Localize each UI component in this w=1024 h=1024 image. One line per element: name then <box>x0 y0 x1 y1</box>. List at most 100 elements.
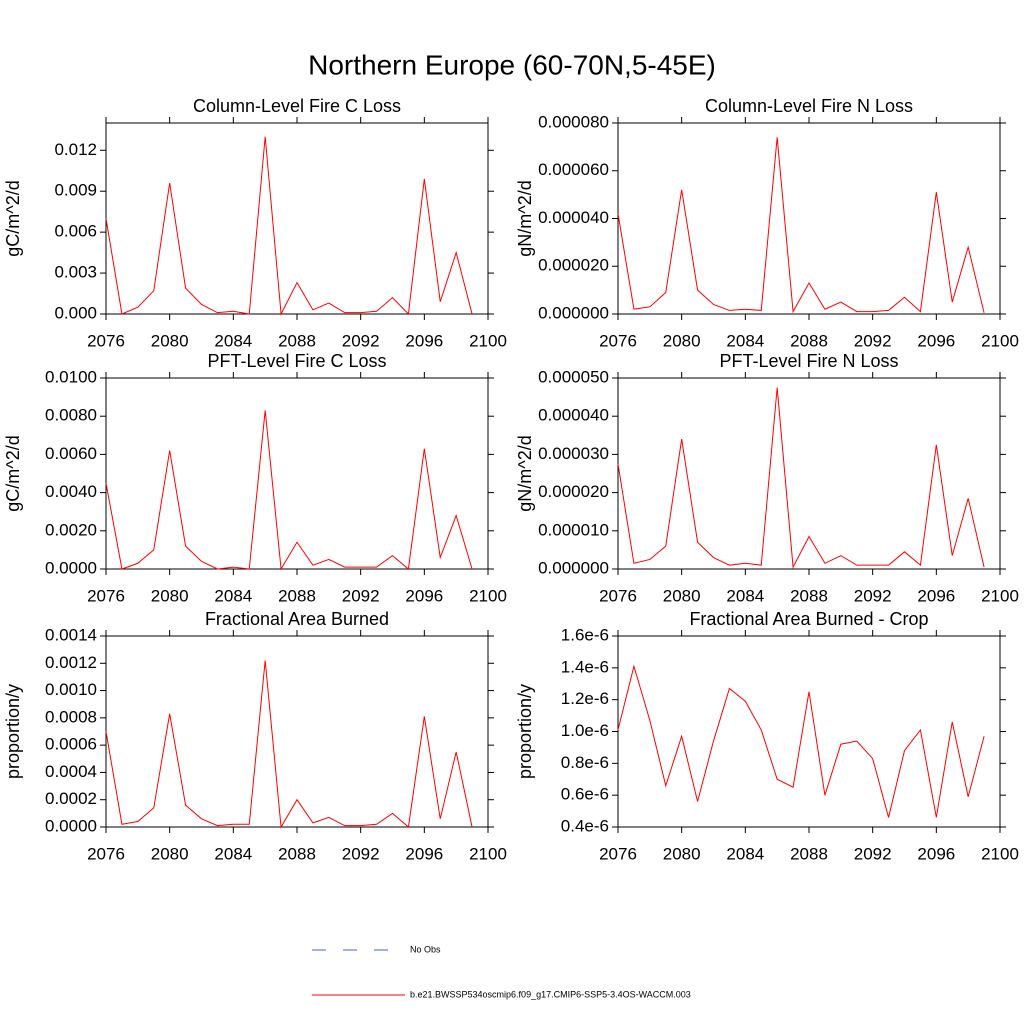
y-tick-label: 1.2e-6 <box>561 689 609 708</box>
x-tick-label: 2084 <box>214 331 252 350</box>
x-tick-label: 2080 <box>663 331 701 350</box>
plot-frame <box>617 122 1001 315</box>
x-tick-label: 2080 <box>151 586 189 605</box>
y-tick-label: 0.4e-6 <box>561 816 609 835</box>
x-tick-label: 2076 <box>87 844 125 863</box>
y-tick-label: 0.0010 <box>45 680 97 699</box>
y-tick-label: 0.000060 <box>538 160 609 179</box>
y-tick-label: 0.000000 <box>538 558 609 577</box>
x-tick-label: 2096 <box>917 844 955 863</box>
x-tick-label: 2080 <box>663 586 701 605</box>
y-axis-label: gN/m^2/d <box>515 435 535 511</box>
panel-title: PFT-Level Fire C Loss <box>207 351 386 371</box>
x-tick-label: 2076 <box>87 331 125 350</box>
x-tick-label: 2088 <box>278 844 316 863</box>
y-tick-label: 0.0080 <box>45 406 97 425</box>
y-tick-label: 0.0000 <box>45 816 97 835</box>
x-tick-label: 2096 <box>405 331 443 350</box>
y-axis-label: gN/m^2/d <box>515 180 535 256</box>
x-tick-label: 2076 <box>599 844 637 863</box>
y-tick-label: 1.0e-6 <box>561 721 609 740</box>
x-tick-label: 2092 <box>854 331 892 350</box>
data-line <box>105 136 473 316</box>
x-tick-label: 2076 <box>599 331 637 350</box>
y-tick-label: 0.000040 <box>538 406 609 425</box>
x-tick-label: 2096 <box>405 844 443 863</box>
y-tick-label: 0.003 <box>54 263 97 282</box>
data-line <box>617 664 985 818</box>
y-tick-label: 0.0006 <box>45 735 97 754</box>
y-axis-label: proportion/y <box>515 684 535 779</box>
y-tick-label: 0.012 <box>54 140 97 159</box>
y-axis-label: gC/m^2/d <box>3 180 23 256</box>
y-tick-label: 0.000050 <box>538 367 609 386</box>
y-tick-label: 0.000010 <box>538 520 609 539</box>
legend-label: No Obs <box>410 944 441 954</box>
panel-title: Fractional Area Burned <box>205 609 389 629</box>
y-tick-label: 0.0100 <box>45 367 97 386</box>
y-tick-label: 0.0014 <box>45 625 97 644</box>
y-tick-label: 0.0008 <box>45 707 97 726</box>
x-tick-label: 2088 <box>790 586 828 605</box>
y-tick-label: 0.000020 <box>538 482 609 501</box>
x-tick-label: 2076 <box>87 586 125 605</box>
y-tick-label: 0.006 <box>54 222 97 241</box>
x-tick-label: 2096 <box>405 586 443 605</box>
x-tick-label: 2100 <box>981 586 1019 605</box>
x-tick-label: 2080 <box>663 844 701 863</box>
plot-frame <box>617 635 1001 828</box>
plot-frame <box>105 122 489 315</box>
data-line <box>617 387 985 569</box>
x-tick-label: 2080 <box>151 844 189 863</box>
x-tick-label: 2088 <box>278 586 316 605</box>
x-tick-label: 2084 <box>214 586 252 605</box>
x-tick-label: 2092 <box>342 331 380 350</box>
x-tick-label: 2092 <box>854 844 892 863</box>
y-tick-label: 0.0012 <box>45 653 97 672</box>
x-tick-label: 2088 <box>790 331 828 350</box>
x-tick-label: 2084 <box>726 331 764 350</box>
x-tick-label: 2100 <box>981 331 1019 350</box>
y-tick-label: 0.0002 <box>45 789 97 808</box>
y-tick-label: 0.000 <box>54 303 97 322</box>
y-tick-label: 0.000000 <box>538 303 609 322</box>
y-tick-label: 0.0000 <box>45 558 97 577</box>
x-tick-label: 2092 <box>854 586 892 605</box>
x-tick-label: 2092 <box>342 844 380 863</box>
x-tick-label: 2076 <box>599 586 637 605</box>
y-tick-label: 0.0060 <box>45 444 97 463</box>
x-tick-label: 2084 <box>726 844 764 863</box>
x-tick-label: 2100 <box>469 331 507 350</box>
x-tick-label: 2084 <box>214 844 252 863</box>
x-tick-label: 2084 <box>726 586 764 605</box>
data-line <box>105 410 473 571</box>
panel-title: Column-Level Fire C Loss <box>193 96 401 116</box>
plot-frame <box>105 635 489 828</box>
y-tick-label: 0.0004 <box>45 762 97 781</box>
x-tick-label: 2080 <box>151 331 189 350</box>
x-tick-label: 2100 <box>981 844 1019 863</box>
plot-frame <box>105 377 489 570</box>
data-line <box>105 660 473 829</box>
y-axis-label: gC/m^2/d <box>3 435 23 511</box>
panel-title: Column-Level Fire N Loss <box>705 96 913 116</box>
x-tick-label: 2088 <box>278 331 316 350</box>
y-axis-label: proportion/y <box>3 684 23 779</box>
panel-title: PFT-Level Fire N Loss <box>719 351 898 371</box>
y-tick-label: 0.6e-6 <box>561 785 609 804</box>
y-tick-label: 0.009 <box>54 181 97 200</box>
figure-title: Northern Europe (60-70N,5-45E) <box>308 49 716 80</box>
plot-frame <box>617 377 1001 570</box>
x-tick-label: 2096 <box>917 586 955 605</box>
y-tick-label: 0.000030 <box>538 444 609 463</box>
y-tick-label: 0.000040 <box>538 208 609 227</box>
y-tick-label: 1.6e-6 <box>561 625 609 644</box>
y-tick-label: 0.0040 <box>45 482 97 501</box>
x-tick-label: 2096 <box>917 331 955 350</box>
x-tick-label: 2088 <box>790 844 828 863</box>
x-tick-label: 2100 <box>469 844 507 863</box>
x-tick-label: 2100 <box>469 586 507 605</box>
x-tick-label: 2092 <box>342 586 380 605</box>
y-tick-label: 0.000080 <box>538 112 609 131</box>
